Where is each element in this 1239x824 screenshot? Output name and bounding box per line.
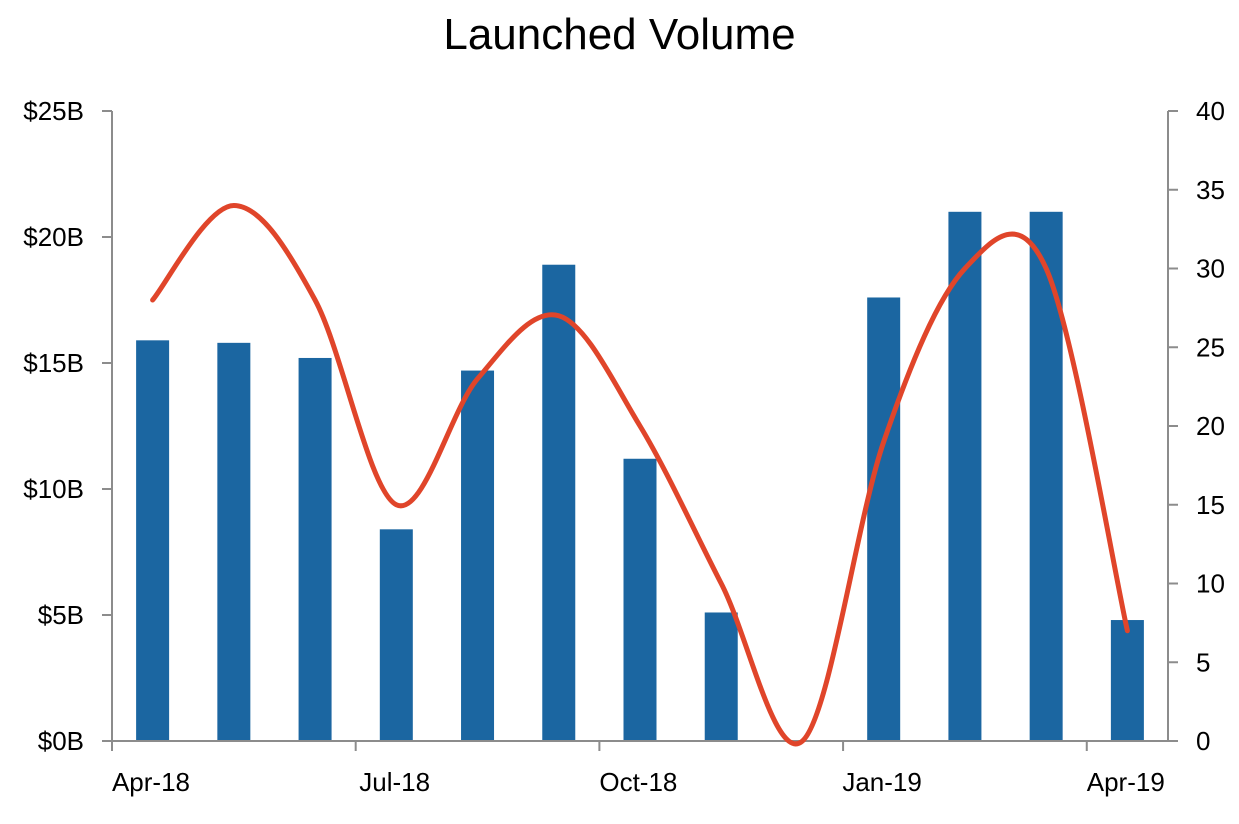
y2-tick-label: 35	[1196, 175, 1225, 205]
bar	[704, 612, 738, 741]
line-series	[150, 203, 1130, 747]
y2-tick-label: 40	[1196, 96, 1225, 126]
bar-series	[136, 211, 1144, 742]
bar	[542, 264, 576, 741]
y2-tick-label: 15	[1196, 490, 1225, 520]
y2-tick-label: 30	[1196, 254, 1225, 284]
y-tick-label: $20B	[23, 222, 84, 252]
axes	[102, 110, 1178, 751]
bar	[461, 370, 495, 741]
y2-tick-label: 10	[1196, 569, 1225, 599]
chart-title: Launched Volume	[443, 10, 796, 59]
bar	[298, 357, 332, 741]
x-tick-label: Oct-18	[599, 767, 677, 797]
series-line	[150, 203, 1130, 747]
y-tick-label: $10B	[23, 474, 84, 504]
x-tick-label: Jul-18	[359, 767, 430, 797]
tick-labels: $0B $5B $10B $15B $20B $25B 0 5 10 15 20 25 30 35 40 Ap…	[23, 96, 1225, 797]
bar	[1029, 211, 1063, 742]
bar	[136, 340, 170, 741]
bar	[623, 458, 657, 741]
y-tick-label: $5B	[38, 600, 84, 630]
y2-tick-label: 5	[1196, 647, 1210, 677]
y2-tick-label: 25	[1196, 332, 1225, 362]
y2-tick-label: 0	[1196, 726, 1210, 756]
bar	[948, 211, 982, 742]
y-tick-label: $0B	[38, 726, 84, 756]
bar	[867, 297, 901, 741]
y-tick-label: $25B	[23, 96, 84, 126]
y-tick-label: $15B	[23, 348, 84, 378]
bar	[1110, 620, 1144, 741]
bar	[217, 342, 251, 741]
x-tick-label: Apr-18	[112, 767, 190, 797]
bar	[379, 529, 413, 741]
x-tick-label: Apr-19	[1087, 767, 1165, 797]
y2-tick-label: 20	[1196, 411, 1225, 441]
x-tick-label: Jan-19	[842, 767, 922, 797]
